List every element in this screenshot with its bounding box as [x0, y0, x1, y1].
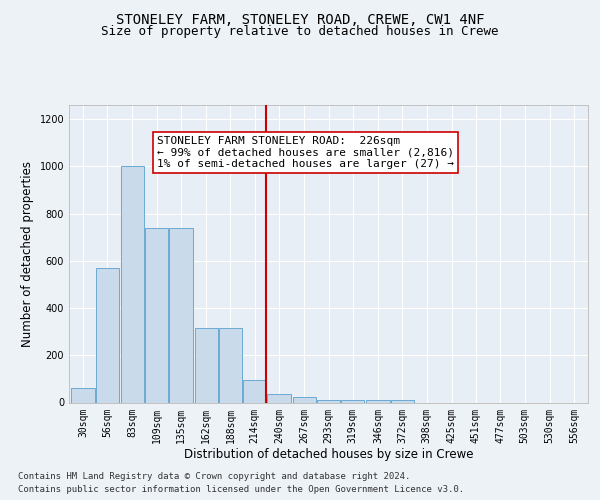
Bar — [268, 394, 290, 402]
Bar — [71, 388, 95, 402]
Bar — [293, 396, 316, 402]
X-axis label: Distribution of detached houses by size in Crewe: Distribution of detached houses by size … — [184, 448, 473, 461]
Bar — [243, 380, 266, 402]
Text: Contains public sector information licensed under the Open Government Licence v3: Contains public sector information licen… — [18, 485, 464, 494]
Bar — [194, 328, 218, 402]
Bar — [95, 268, 119, 402]
Text: STONELEY FARM STONELEY ROAD:  226sqm
← 99% of detached houses are smaller (2,816: STONELEY FARM STONELEY ROAD: 226sqm ← 99… — [157, 136, 454, 169]
Text: STONELEY FARM, STONELEY ROAD, CREWE, CW1 4NF: STONELEY FARM, STONELEY ROAD, CREWE, CW1… — [116, 12, 484, 26]
Text: Contains HM Land Registry data © Crown copyright and database right 2024.: Contains HM Land Registry data © Crown c… — [18, 472, 410, 481]
Bar — [121, 166, 144, 402]
Bar — [367, 400, 389, 402]
Bar — [317, 400, 340, 402]
Bar — [169, 228, 193, 402]
Bar — [145, 228, 169, 402]
Y-axis label: Number of detached properties: Number of detached properties — [21, 161, 34, 347]
Bar — [219, 328, 242, 402]
Text: Size of property relative to detached houses in Crewe: Size of property relative to detached ho… — [101, 25, 499, 38]
Bar — [391, 400, 414, 402]
Bar — [341, 400, 364, 402]
